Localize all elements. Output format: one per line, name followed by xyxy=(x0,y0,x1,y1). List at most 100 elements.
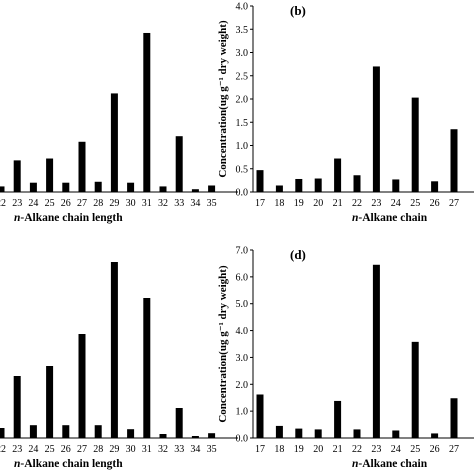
bar-26 xyxy=(62,182,70,192)
bar-26 xyxy=(431,433,439,438)
x-tick-label: 22 xyxy=(352,198,362,209)
y-tick-label: 0.0 xyxy=(236,188,249,199)
x-tick-label: 21 xyxy=(333,198,343,209)
bar-25 xyxy=(46,158,54,192)
y-tick-label: 4.0 xyxy=(236,2,249,13)
panel-label: (d) xyxy=(290,247,306,262)
bar-21 xyxy=(334,158,342,192)
x-tick-label: 22 xyxy=(352,444,362,455)
bar-25 xyxy=(46,366,54,438)
x-axis-label: n-Alkane chain xyxy=(352,458,428,470)
y-tick-label: 2.0 xyxy=(236,380,249,391)
x-tick-label: 19 xyxy=(294,198,304,209)
bar-24 xyxy=(29,425,37,438)
x-tick-label: 30 xyxy=(126,198,136,209)
x-tick-label: 17 xyxy=(255,444,265,455)
x-tick-label: 29 xyxy=(109,444,119,455)
x-tick-label: 29 xyxy=(109,198,119,209)
x-tick-label: 23 xyxy=(12,198,22,209)
y-tick-label: 1.0 xyxy=(236,141,249,152)
bar-22 xyxy=(353,429,361,438)
x-tick-label: 22 xyxy=(0,198,6,209)
bar-28 xyxy=(94,181,102,192)
bar-31 xyxy=(143,32,151,192)
bar-27 xyxy=(450,129,458,192)
y-tick-label: 7.0 xyxy=(236,246,249,257)
bar-19 xyxy=(295,428,303,438)
bar-17 xyxy=(256,394,264,438)
chart-panel-1: 22 23 24 25 26 27 28 29 30 31 32 33 34 35 n-Alkane cha… xyxy=(0,32,238,224)
bar-18 xyxy=(275,185,283,192)
x-tick-label: 27 xyxy=(449,198,459,209)
x-tick-label: 20 xyxy=(313,444,323,455)
bar-17 xyxy=(256,170,264,192)
bar-26 xyxy=(431,181,439,192)
y-tick-label: 2.0 xyxy=(236,95,249,106)
x-tick-label: 20 xyxy=(313,198,323,209)
bar-21 xyxy=(334,400,342,438)
x-tick-label: 25 xyxy=(45,444,55,455)
y-tick-label: 5.0 xyxy=(236,299,249,310)
x-tick-label: 21 xyxy=(333,444,343,455)
x-tick-label: 35 xyxy=(207,198,217,209)
x-tick-label: 28 xyxy=(93,198,103,209)
bar-34 xyxy=(191,189,199,192)
chart-panel-2: 0.0 0.5 1.0 1.5 2.0 2.5 3.0 3.5 4.0 Concentration… xyxy=(217,2,474,224)
bar-30 xyxy=(127,182,135,192)
x-tick-label: 26 xyxy=(430,198,440,209)
bar-20 xyxy=(314,429,322,438)
bar-19 xyxy=(295,178,303,192)
y-tick-label: 2.5 xyxy=(236,71,249,82)
x-tick-label: 19 xyxy=(294,444,304,455)
bar-18 xyxy=(275,425,283,438)
bar-20 xyxy=(314,178,322,192)
bar-35 xyxy=(208,185,216,192)
bar-26 xyxy=(62,425,70,438)
bar-29 xyxy=(110,93,118,192)
bar-34 xyxy=(191,436,199,438)
y-tick-label: 1.0 xyxy=(236,407,249,418)
x-tick-label: 26 xyxy=(61,444,71,455)
bar-33 xyxy=(175,408,183,438)
x-tick-label: 28 xyxy=(93,444,103,455)
y-tick-label: 0.5 xyxy=(236,164,249,175)
chart-panel-3: 22 23 24 25 26 27 28 29 30 31 32 33 34 35 n-Alkane cha… xyxy=(0,262,238,470)
bar-22 xyxy=(0,428,5,438)
bar-27 xyxy=(78,334,86,438)
bar-24 xyxy=(392,430,400,438)
y-tick-label: 1.5 xyxy=(236,118,249,129)
x-tick-label: 25 xyxy=(45,198,55,209)
y-tick-label: 3.0 xyxy=(236,48,249,59)
bar-32 xyxy=(159,186,167,192)
x-tick-label: 30 xyxy=(126,444,136,455)
x-tick-label: 23 xyxy=(371,444,381,455)
x-tick-label: 35 xyxy=(207,444,217,455)
x-tick-label: 25 xyxy=(410,444,420,455)
y-axis-label: Concentration(ug g⁻¹ dry weight) xyxy=(217,265,229,423)
bar-22 xyxy=(353,175,361,192)
x-tick-label: 26 xyxy=(61,198,71,209)
x-axis-label: n-Alkane chain length xyxy=(14,212,123,224)
x-tick-label: 32 xyxy=(158,198,168,209)
x-tick-label: 34 xyxy=(190,444,200,455)
chart-panel-4: 0.0 1.0 2.0 3.0 4.0 5.0 6.0 7.0 Concentration(ug… xyxy=(217,246,474,470)
x-tick-label: 23 xyxy=(12,444,22,455)
bar-28 xyxy=(94,425,102,438)
panel-label: (b) xyxy=(290,3,306,18)
x-tick-label: 32 xyxy=(158,444,168,455)
bar-27 xyxy=(450,398,458,438)
y-axis-label: Concentration(ug g⁻¹ dry weight) xyxy=(217,20,229,178)
x-tick-label: 33 xyxy=(174,444,184,455)
x-tick-label: 31 xyxy=(142,444,152,455)
x-tick-label: 18 xyxy=(274,444,284,455)
y-tick-label: 3.0 xyxy=(236,353,249,364)
x-axis-label: n-Alkane chain xyxy=(352,212,428,224)
bar-31 xyxy=(143,298,151,438)
bar-25 xyxy=(411,97,419,192)
x-tick-label: 18 xyxy=(274,198,284,209)
x-tick-label: 26 xyxy=(430,444,440,455)
x-tick-label: 17 xyxy=(255,198,265,209)
y-tick-label: 6.0 xyxy=(236,272,249,283)
bar-22 xyxy=(0,186,5,192)
